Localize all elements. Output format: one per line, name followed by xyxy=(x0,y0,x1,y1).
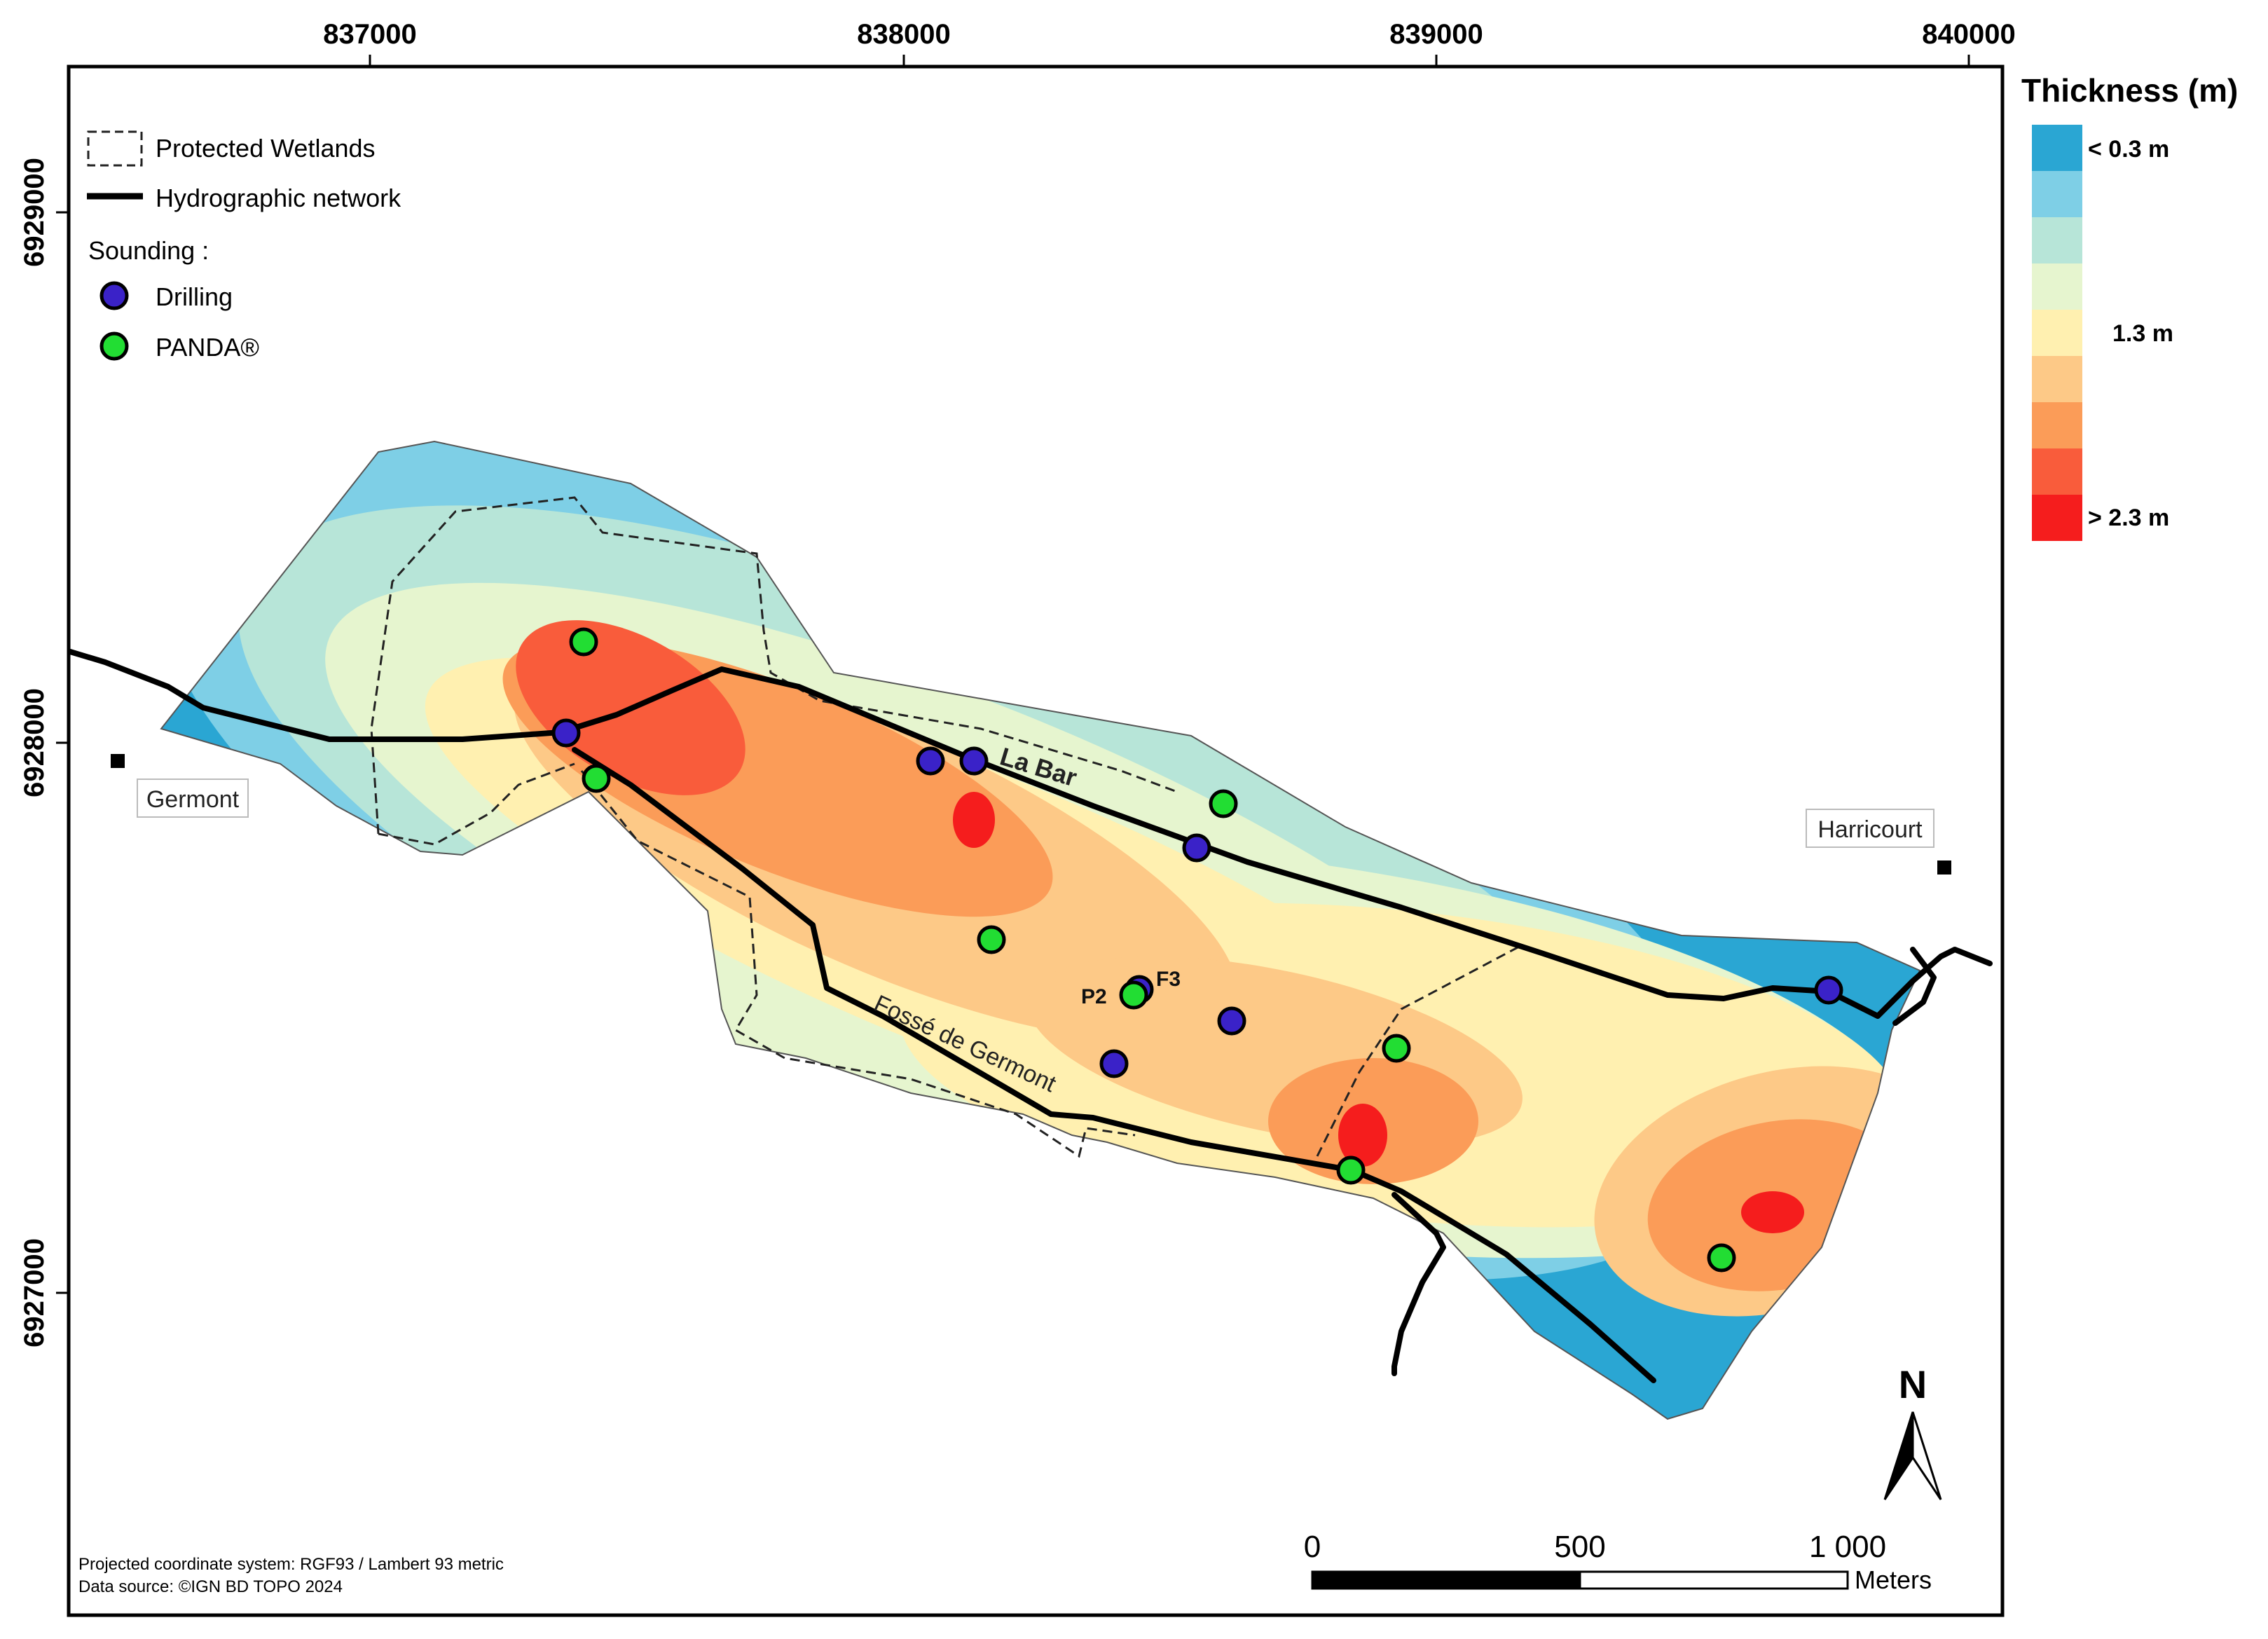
panda-point-p2 xyxy=(1119,980,1148,1010)
place-marker-germont xyxy=(111,754,125,768)
place-marker-harricourt xyxy=(1937,860,1951,875)
drilling-point xyxy=(1814,975,1843,1005)
panda-point xyxy=(1382,1034,1411,1063)
x-tick-label: 838000 xyxy=(857,19,950,50)
y-tick-label: 6928000 xyxy=(19,688,50,797)
x-tick-label: 839000 xyxy=(1389,19,1483,50)
thickness-label-high: > 2.3 m xyxy=(2088,505,2169,531)
scale-unit: Meters xyxy=(1855,1565,1932,1594)
thickness-class-swatch xyxy=(2032,448,2082,495)
thickness-legend: Thickness (m) < 0.3 m 1.3 m > 2.3 m xyxy=(2021,72,2238,541)
scale-tick-1000: 1 000 xyxy=(1809,1530,1886,1564)
panda-point xyxy=(582,764,611,793)
north-label: N xyxy=(1899,1362,1927,1406)
y-axis: 6929000 6928000 6927000 xyxy=(19,158,69,1347)
legend-sounding-title: Sounding : xyxy=(88,236,209,265)
drilling-point xyxy=(916,746,945,776)
place-label-box-harricourt xyxy=(1806,809,1934,848)
x-axis: 837000 838000 839000 840000 xyxy=(323,19,2016,67)
panda-point xyxy=(1336,1155,1366,1185)
place-label-harricourt: Harricourt xyxy=(1817,816,1923,843)
drilling-point xyxy=(1099,1049,1129,1078)
legend-swatch-panda xyxy=(99,331,129,361)
place-label-box-germont xyxy=(137,779,249,818)
stream-fosse-de-germont xyxy=(572,747,1656,1383)
thickness-class-bar xyxy=(2032,125,2082,541)
x-tick-label: 840000 xyxy=(1922,19,2015,50)
crs-note: Projected coordinate system: RGF93 / Lam… xyxy=(78,1555,504,1574)
soundings xyxy=(551,627,1843,1273)
wetland-boundary-north xyxy=(370,496,1178,835)
north-arrow: N xyxy=(1883,1362,1942,1500)
thickness-class-8b xyxy=(953,792,995,848)
y-tick-label: 6927000 xyxy=(19,1238,50,1347)
scale-tick-0: 0 xyxy=(1304,1530,1321,1564)
map-legend: Protected Wetlands Hydrographic network … xyxy=(87,130,401,362)
legend-label-panda: PANDA® xyxy=(156,333,259,362)
scale-segment-dark xyxy=(1311,1570,1581,1590)
legend-label-wetlands: Protected Wetlands xyxy=(156,134,376,163)
legend-swatch-wetlands xyxy=(87,130,143,167)
thickness-class-swatch xyxy=(2032,217,2082,263)
y-tick-label: 6929000 xyxy=(19,158,50,267)
thickness-label-low: < 0.3 m xyxy=(2088,136,2169,163)
thickness-label-mid: 1.3 m xyxy=(2112,320,2173,347)
thickness-class-8c xyxy=(1741,1191,1804,1233)
thickness-class-swatch xyxy=(2032,171,2082,217)
scale-bar: 0 500 1 000 Meters xyxy=(1304,1530,1932,1594)
point-label-p2: P2 xyxy=(1081,985,1107,1008)
panda-point xyxy=(569,627,598,657)
place-label-germont: Germont xyxy=(146,786,240,813)
panda-point xyxy=(1707,1243,1736,1273)
panda-point xyxy=(1209,789,1238,818)
scale-segment-light xyxy=(1579,1570,1849,1590)
drilling-point xyxy=(1217,1006,1246,1036)
drilling-point xyxy=(1182,833,1211,863)
stream-la-bar xyxy=(67,649,1993,1019)
drilling-point xyxy=(959,746,989,776)
thickness-class-swatch xyxy=(2032,125,2082,171)
panda-point xyxy=(977,925,1006,954)
drilling-point xyxy=(551,718,581,748)
hydrographic-network xyxy=(67,649,1993,1383)
stream-east-branch xyxy=(1892,947,1937,1026)
stream-south-branch xyxy=(1391,1192,1446,1376)
scale-tick-500: 500 xyxy=(1554,1530,1605,1564)
thickness-class-swatch xyxy=(2032,402,2082,448)
wetland-boundary-east xyxy=(1316,945,1521,1157)
thickness-class-swatch xyxy=(2032,495,2082,541)
study-area-outline xyxy=(160,440,1921,1420)
legend-label-drilling: Drilling xyxy=(156,282,233,311)
thickness-class-swatch xyxy=(2032,263,2082,310)
wetland-boundary-south xyxy=(378,762,1136,1158)
point-label-f3: F3 xyxy=(1156,968,1181,991)
thickness-class-swatch xyxy=(2032,356,2082,402)
thickness-class-swatch xyxy=(2032,310,2082,356)
thickness-legend-title: Thickness (m) xyxy=(2021,72,2238,109)
thickness-class-8d xyxy=(1338,1104,1387,1167)
x-tick-label: 837000 xyxy=(323,19,416,50)
data-source-note: Data source: ©IGN BD TOPO 2024 xyxy=(78,1577,343,1596)
legend-label-hydro: Hydrographic network xyxy=(156,184,401,212)
north-arrow-left-half xyxy=(1883,1411,1914,1500)
legend-swatch-drilling xyxy=(99,281,129,310)
